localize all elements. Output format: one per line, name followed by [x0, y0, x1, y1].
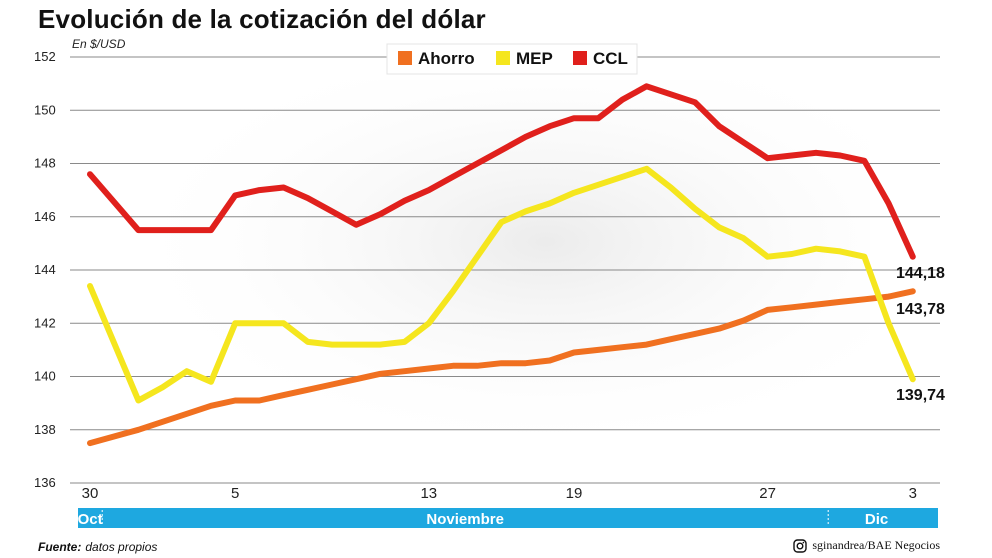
credit-text: sginandrea/BAE Negocios — [812, 538, 940, 552]
series-line-mep — [87, 165, 916, 404]
instagram-icon — [793, 538, 808, 553]
month-label: Oct — [78, 511, 103, 528]
y-tick-label: 136 — [34, 475, 56, 490]
x-axis: 30 5 13 19 27 3 — [82, 485, 917, 502]
month-label: Dic — [865, 511, 888, 528]
legend-box — [386, 43, 638, 75]
end-label-ahorro: 143,78 — [896, 301, 945, 318]
legend-swatch-ccl — [573, 51, 587, 65]
timeline-bar — [78, 508, 938, 528]
y-tick-label: 148 — [34, 156, 56, 171]
y-tick-label: 144 — [34, 262, 56, 277]
end-label-mep: 139,74 — [896, 387, 945, 404]
background-bill-image — [150, 80, 870, 440]
legend-label-mep: MEP — [516, 49, 553, 68]
line-chart: 136 138 140 142 144 146 148 150 152 En $/USD Aho… — [34, 37, 945, 528]
y-tick-label: 138 — [34, 422, 56, 437]
x-tick-label: 19 — [566, 485, 583, 502]
x-tick-label: 5 — [231, 485, 239, 502]
legend-swatch-mep — [496, 51, 510, 65]
legend: Ahorro MEP CCL — [386, 43, 638, 75]
month-timeline-bar: Oct Noviembre Dic — [78, 508, 938, 528]
series-lines — [87, 83, 916, 447]
x-tick-label: 3 — [909, 485, 917, 502]
x-tick-label: 27 — [759, 485, 776, 502]
legend-label-ccl: CCL — [593, 49, 628, 68]
legend-label-ahorro: Ahorro — [418, 49, 475, 68]
end-labels: 143,78 139,74 144,18 — [896, 265, 945, 404]
y-tick-label: 150 — [34, 102, 56, 117]
y-tick-label: 152 — [34, 49, 56, 64]
credit-note: sginandrea/BAE Negocios — [793, 538, 940, 553]
series-line-ahorro — [87, 288, 916, 447]
y-tick-label: 142 — [34, 315, 56, 330]
legend-swatch-ahorro — [398, 51, 412, 65]
end-label-ccl: 144,18 — [896, 265, 945, 282]
y-tick-label: 140 — [34, 369, 56, 384]
x-tick-label: 13 — [420, 485, 437, 502]
source-value: datos propios — [85, 540, 158, 554]
source-note: Fuente: datos propios — [38, 540, 157, 554]
y-tick-label: 146 — [34, 209, 56, 224]
y-axis-unit-label: En $/USD — [72, 37, 126, 51]
x-tick-label: 30 — [82, 485, 99, 502]
y-axis: 136 138 140 142 144 146 148 150 152 — [34, 49, 56, 490]
source-label: Fuente: — [38, 540, 82, 554]
month-label: Noviembre — [426, 511, 504, 528]
series-line-ccl — [87, 83, 916, 260]
chart-title: Evolución de la cotización del dólar — [38, 4, 486, 34]
